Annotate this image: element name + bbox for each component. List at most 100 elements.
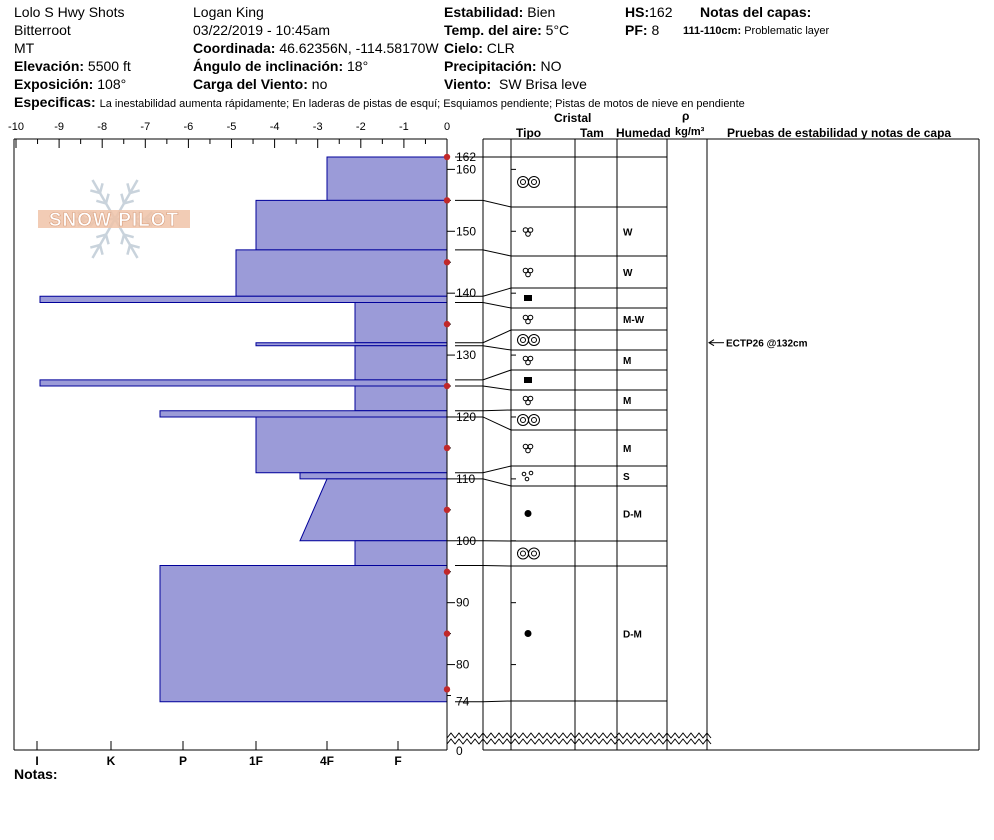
- hardness-bar-4: [354, 301, 448, 344]
- layer-connector-1: [455, 199, 512, 208]
- notes-label: Notas:: [14, 766, 58, 782]
- grain-symbol-7: [524, 377, 532, 383]
- test-arrowhead: [708, 339, 715, 347]
- range: Bitterroot: [14, 22, 71, 38]
- grain-symbol-5: [517, 334, 540, 346]
- height-tick-label-7: 90: [456, 596, 470, 610]
- moisture-8: M: [623, 396, 631, 407]
- temp-point-2: [443, 259, 451, 266]
- hardness-bar-7: [39, 379, 448, 387]
- temp-tick-label-7: -3: [313, 121, 323, 133]
- sky: Cielo: CLR: [444, 40, 515, 56]
- depth-break-bottom: [446, 738, 712, 745]
- hardness-bar-10: [255, 416, 448, 474]
- temp-point-0: [443, 153, 451, 161]
- layer-connector-12: [455, 478, 512, 487]
- layer-connector-2: [455, 249, 512, 257]
- hardness-bar-11: [299, 472, 448, 480]
- elevation: Elevación: 5500 ft: [14, 58, 131, 74]
- temp-tick-label-4: -6: [184, 121, 194, 133]
- temp-tick-label-9: -1: [399, 121, 409, 133]
- layer-connector-6: [455, 345, 512, 351]
- grain-symbol-8: [522, 395, 534, 406]
- test-result: ECTP26 @132cm: [726, 339, 808, 350]
- ground-label: 0: [456, 744, 463, 758]
- grain-symbol-13: [517, 547, 540, 560]
- precipitation: Precipitación: NO: [444, 58, 562, 74]
- snow-height: HS:162: [625, 4, 673, 20]
- temp-point-8: [443, 630, 451, 637]
- hardness-bar-0: [326, 156, 448, 201]
- temp-tick-label-8: -2: [356, 121, 366, 133]
- logo-text: SNOW PILOT: [49, 210, 179, 231]
- grain-symbol-0: [517, 176, 540, 188]
- layer-connector-11: [455, 465, 512, 474]
- layer-connector-9: [455, 409, 512, 412]
- temp-point-7: [443, 568, 451, 575]
- hardness-tick-label-4: 4F: [320, 754, 334, 768]
- temp-tick-label-0: -10: [8, 121, 24, 133]
- moisture-14: D-M: [623, 630, 642, 641]
- stability: Estabilidad: Bien: [444, 4, 556, 20]
- layer-connector-15: [455, 700, 512, 703]
- exposure: Exposición: 108°: [14, 76, 127, 92]
- state: MT: [14, 40, 35, 56]
- datetime: 03/22/2019 - 10:45am: [193, 22, 330, 38]
- grain-symbol-12: [524, 510, 532, 517]
- hardness-bar-1: [255, 199, 448, 251]
- col-humedad: Humedad: [616, 126, 671, 140]
- grain-symbol-2: [522, 267, 534, 278]
- moisture-11: S: [623, 472, 630, 483]
- hardness-tick-label-5: F: [394, 754, 401, 768]
- layer-connector-8: [455, 385, 512, 391]
- coordinates: Coordinada: 46.62356N, -114.58170W: [193, 40, 439, 56]
- height-tick-label-3: 130: [456, 348, 476, 362]
- grain-symbol-3: [524, 295, 532, 301]
- col-cristal: Cristal: [554, 111, 592, 125]
- depth-break-top: [446, 732, 712, 739]
- col-tam: Tam: [580, 126, 604, 140]
- moisture-2: W: [623, 268, 633, 279]
- height-tick-label-2: 140: [456, 286, 476, 300]
- hardness-tick-label-0: I: [35, 754, 38, 768]
- moisture-6: M: [623, 356, 631, 367]
- hardness-bar-14: [159, 565, 448, 703]
- wind: Viento: SW Brisa leve: [444, 76, 587, 92]
- grain-symbol-14: [524, 630, 532, 637]
- temp-tick-label-10: 0: [444, 121, 450, 133]
- hardness-bar-13: [354, 540, 448, 567]
- temp-point-5: [443, 444, 451, 452]
- grain-symbol-4: [522, 314, 534, 325]
- grain-symbol-9: [517, 414, 540, 426]
- temp-point-1: [443, 197, 451, 204]
- layer-note: 111-110cm: Problematic layer: [683, 25, 830, 37]
- observer: Logan King: [193, 4, 264, 20]
- hardness-bar-8: [354, 385, 448, 412]
- location: Lolo S Hwy Shots: [14, 4, 125, 20]
- hardness-tick-label-3: 1F: [249, 754, 263, 768]
- hardness-tick-label-1: K: [107, 754, 116, 768]
- layer-notes-label: Notas del capas:: [700, 4, 812, 20]
- col-tipo: Tipo: [516, 126, 542, 140]
- temperature-markers: [443, 153, 451, 693]
- wind-load: Carga del Viento: no: [193, 76, 328, 92]
- col-rho: ρ: [682, 109, 690, 123]
- slope-angle: Ángulo de inclinación: 18°: [193, 58, 369, 74]
- layer-connector-10: [455, 416, 512, 431]
- grain-symbol-1: [522, 227, 534, 237]
- col-density-unit: kg/m³: [675, 126, 705, 138]
- chart-axes: -10 -9 -8 -7 -6 -5 -4 -3 -2 -1 0I K P 1F 4F F1601501401…: [8, 121, 476, 768]
- air-temp: Temp. del aire: 5°C: [444, 22, 570, 38]
- grain-symbol-10: [522, 443, 534, 454]
- moisture-12: D-M: [623, 510, 642, 521]
- height-tick-label-0: 160: [456, 162, 476, 176]
- temp-point-4: [443, 382, 451, 390]
- grain-symbol-11: [521, 470, 534, 482]
- temp-point-3: [443, 320, 451, 328]
- penetration: PF: 8: [625, 22, 660, 38]
- chart-frame: [13, 138, 448, 751]
- hardness-bar-12: [299, 478, 448, 542]
- grain-symbol-6: [522, 355, 534, 366]
- temp-tick-label-2: -8: [97, 121, 107, 133]
- height-tick-label-8: 80: [456, 658, 470, 672]
